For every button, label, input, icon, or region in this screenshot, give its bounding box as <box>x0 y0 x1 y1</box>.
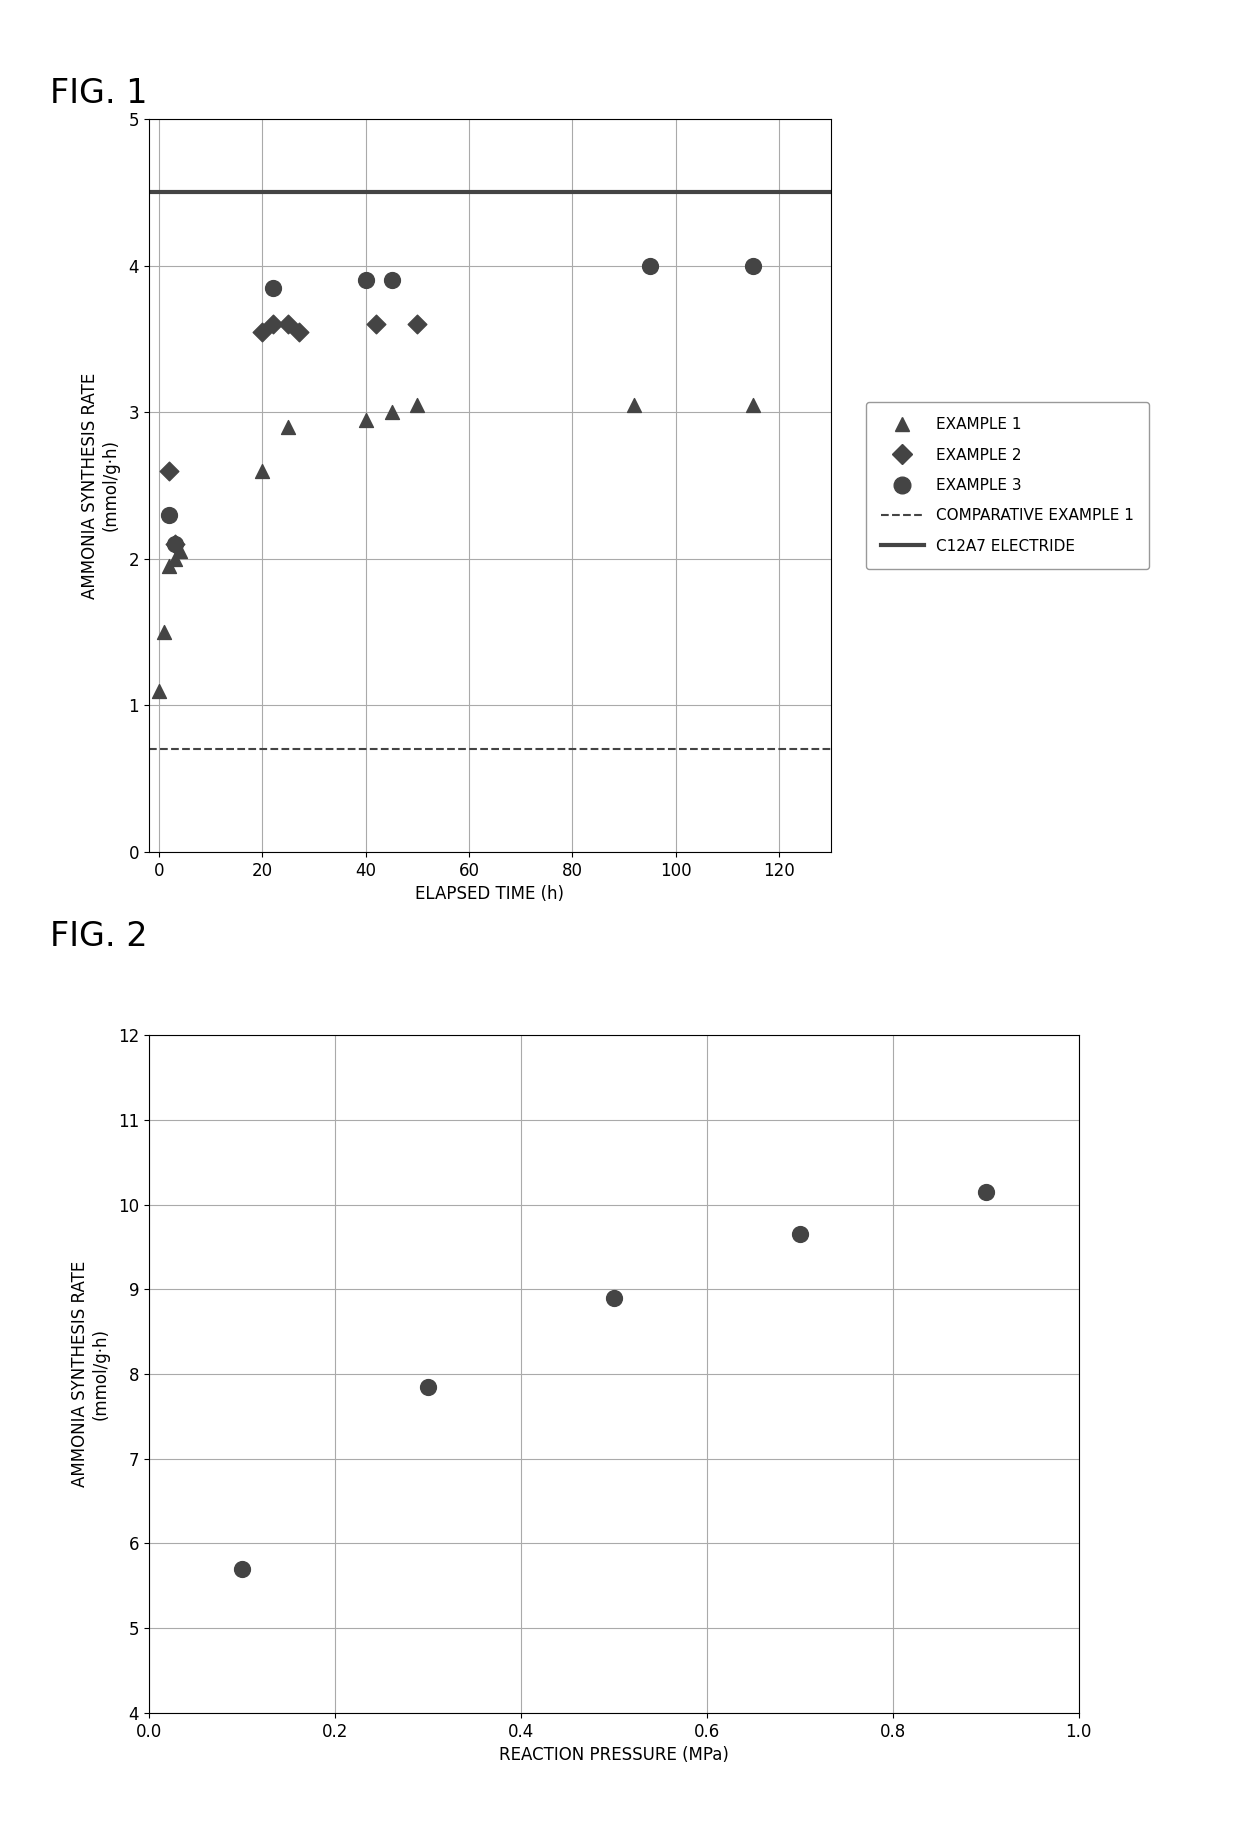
Point <box>289 317 309 346</box>
Point <box>356 266 376 295</box>
Point <box>165 529 185 559</box>
Point <box>790 1220 810 1249</box>
Point <box>165 544 185 573</box>
Point <box>253 317 273 346</box>
Y-axis label: AMMONIA SYNTHESIS RATE
(mmol/g·h): AMMONIA SYNTHESIS RATE (mmol/g·h) <box>71 1260 109 1488</box>
Point <box>263 310 283 339</box>
Y-axis label: AMMONIA SYNTHESIS RATE
(mmol/g·h): AMMONIA SYNTHESIS RATE (mmol/g·h) <box>82 372 120 599</box>
Point <box>253 456 273 485</box>
Point <box>625 390 645 420</box>
Legend: EXAMPLE 1, EXAMPLE 2, EXAMPLE 3, COMPARATIVE EXAMPLE 1, C12A7 ELECTRIDE: EXAMPLE 1, EXAMPLE 2, EXAMPLE 3, COMPARA… <box>866 403 1149 568</box>
Point <box>160 456 180 485</box>
Point <box>382 266 402 295</box>
Point <box>232 1554 252 1583</box>
X-axis label: ELAPSED TIME (h): ELAPSED TIME (h) <box>415 885 564 903</box>
Point <box>744 390 764 420</box>
Point <box>356 405 376 434</box>
Point <box>418 1372 438 1401</box>
Point <box>160 551 180 581</box>
Point <box>976 1178 996 1207</box>
Point <box>263 273 283 302</box>
Point <box>366 310 386 339</box>
Point <box>170 537 190 566</box>
Point <box>160 500 180 529</box>
Point <box>149 676 169 705</box>
Point <box>278 412 299 442</box>
Text: FIG. 2: FIG. 2 <box>50 920 148 953</box>
Point <box>154 617 174 647</box>
X-axis label: REACTION PRESSURE (MPa): REACTION PRESSURE (MPa) <box>498 1746 729 1764</box>
Point <box>278 310 299 339</box>
Point <box>165 529 185 559</box>
Text: FIG. 1: FIG. 1 <box>50 77 148 110</box>
Point <box>744 251 764 280</box>
Point <box>604 1282 624 1312</box>
Point <box>382 398 402 427</box>
Point <box>408 310 428 339</box>
Point <box>408 390 428 420</box>
Point <box>640 251 660 280</box>
